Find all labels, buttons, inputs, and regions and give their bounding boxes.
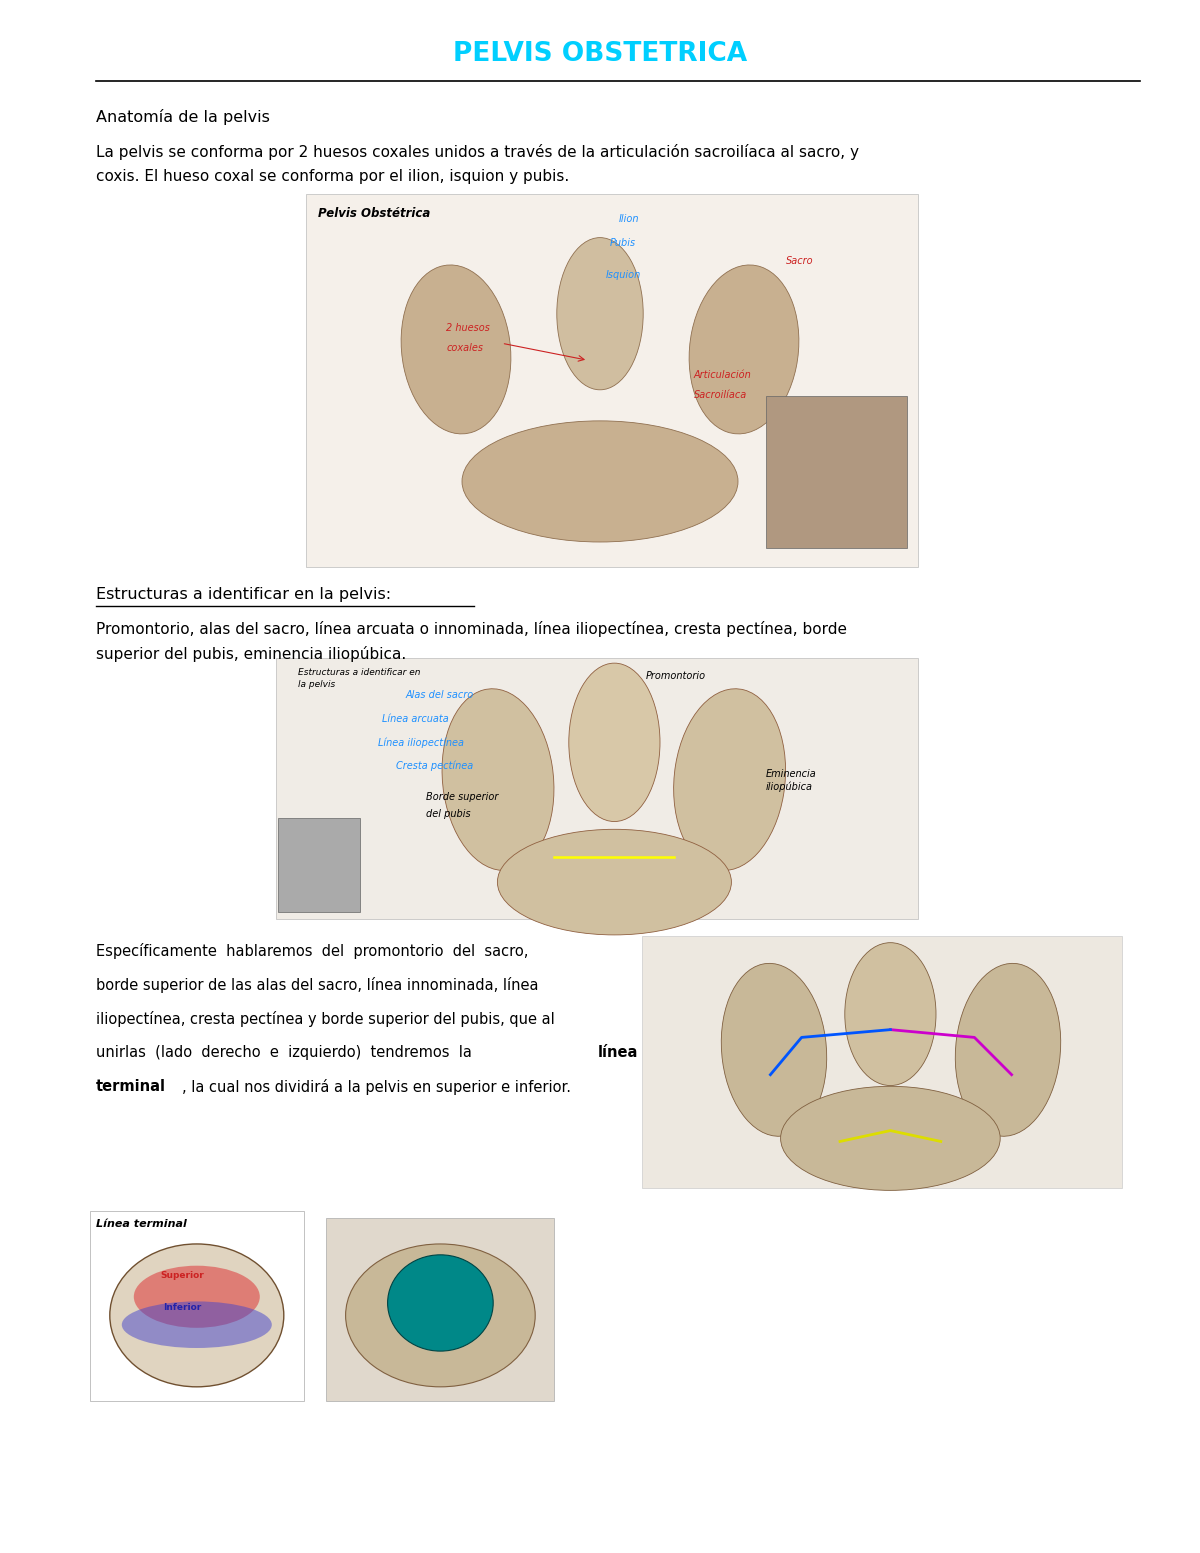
Ellipse shape: [569, 663, 660, 822]
Ellipse shape: [955, 963, 1061, 1137]
Text: Inferior: Inferior: [163, 1303, 202, 1312]
Text: , la cual nos dividirá a la pelvis en superior e inferior.: , la cual nos dividirá a la pelvis en su…: [182, 1079, 571, 1095]
Text: coxales: coxales: [446, 343, 484, 353]
Bar: [278, 818, 360, 912]
Text: Sacro: Sacro: [786, 256, 814, 266]
Bar: [642, 936, 1122, 1188]
Ellipse shape: [401, 266, 511, 433]
Ellipse shape: [673, 690, 786, 870]
Text: Estructuras a identificar en
la pelvis: Estructuras a identificar en la pelvis: [298, 668, 420, 688]
Bar: [326, 1218, 554, 1401]
Text: Específicamente  hablaremos  del  promontorio  del  sacro,: Específicamente hablaremos del promontor…: [96, 943, 528, 958]
Ellipse shape: [781, 1087, 1001, 1190]
Text: Estructuras a identificar en la pelvis:: Estructuras a identificar en la pelvis:: [96, 587, 391, 603]
Bar: [306, 194, 918, 567]
Text: Superior: Superior: [161, 1270, 204, 1280]
Text: Ilion: Ilion: [619, 214, 640, 224]
Text: Promontorio: Promontorio: [646, 671, 706, 680]
Bar: [766, 396, 907, 548]
Ellipse shape: [388, 1255, 493, 1351]
Text: Borde superior: Borde superior: [426, 792, 498, 801]
Ellipse shape: [557, 238, 643, 390]
Ellipse shape: [845, 943, 936, 1086]
Ellipse shape: [689, 266, 799, 433]
Text: Alas del sacro: Alas del sacro: [406, 690, 474, 699]
Text: La pelvis se conforma por 2 huesos coxales unidos a través de la articulación sa: La pelvis se conforma por 2 huesos coxal…: [96, 144, 859, 160]
Text: borde superior de las alas del sacro, línea innominada, línea: borde superior de las alas del sacro, lí…: [96, 977, 539, 992]
Text: Pubis: Pubis: [610, 238, 636, 247]
Text: Línea terminal: Línea terminal: [96, 1219, 187, 1228]
Ellipse shape: [346, 1244, 535, 1387]
Text: del pubis: del pubis: [426, 809, 470, 818]
Ellipse shape: [109, 1244, 283, 1387]
Text: Isquion: Isquion: [606, 270, 641, 280]
Text: Articulación: Articulación: [694, 370, 751, 379]
Text: Cresta pectínea: Cresta pectínea: [396, 761, 473, 772]
Bar: [90, 1211, 304, 1401]
Ellipse shape: [721, 963, 827, 1137]
Text: Línea iliopectínea: Línea iliopectínea: [378, 738, 464, 749]
Text: Línea arcuata: Línea arcuata: [382, 714, 449, 724]
Ellipse shape: [498, 829, 732, 935]
Text: 2 huesos: 2 huesos: [446, 323, 491, 332]
Bar: [276, 658, 918, 919]
Text: Promontorio, alas del sacro, línea arcuata o innominada, línea iliopectínea, cre: Promontorio, alas del sacro, línea arcua…: [96, 621, 847, 637]
Ellipse shape: [462, 421, 738, 542]
Text: terminal: terminal: [96, 1079, 166, 1095]
Text: Anatomía de la pelvis: Anatomía de la pelvis: [96, 109, 270, 124]
Text: unirlas  (lado  derecho  e  izquierdo)  tendremos  la: unirlas (lado derecho e izquierdo) tendr…: [96, 1045, 481, 1061]
Text: superior del pubis, eminencia iliopúbica.: superior del pubis, eminencia iliopúbica…: [96, 646, 407, 662]
Text: Sacroilíaca: Sacroilíaca: [694, 390, 746, 399]
Text: PELVIS OBSTETRICA: PELVIS OBSTETRICA: [452, 42, 748, 67]
Text: Eminencia
iliopúbica: Eminencia iliopúbica: [766, 769, 816, 792]
Ellipse shape: [442, 690, 554, 870]
Text: Pelvis Obstétrica: Pelvis Obstétrica: [318, 207, 431, 219]
Ellipse shape: [133, 1266, 259, 1328]
Text: línea: línea: [598, 1045, 638, 1061]
Ellipse shape: [122, 1301, 271, 1348]
Text: iliopectínea, cresta pectínea y borde superior del pubis, que al: iliopectínea, cresta pectínea y borde su…: [96, 1011, 554, 1027]
Text: coxis. El hueso coxal se conforma por el ilion, isquion y pubis.: coxis. El hueso coxal se conforma por el…: [96, 169, 569, 185]
